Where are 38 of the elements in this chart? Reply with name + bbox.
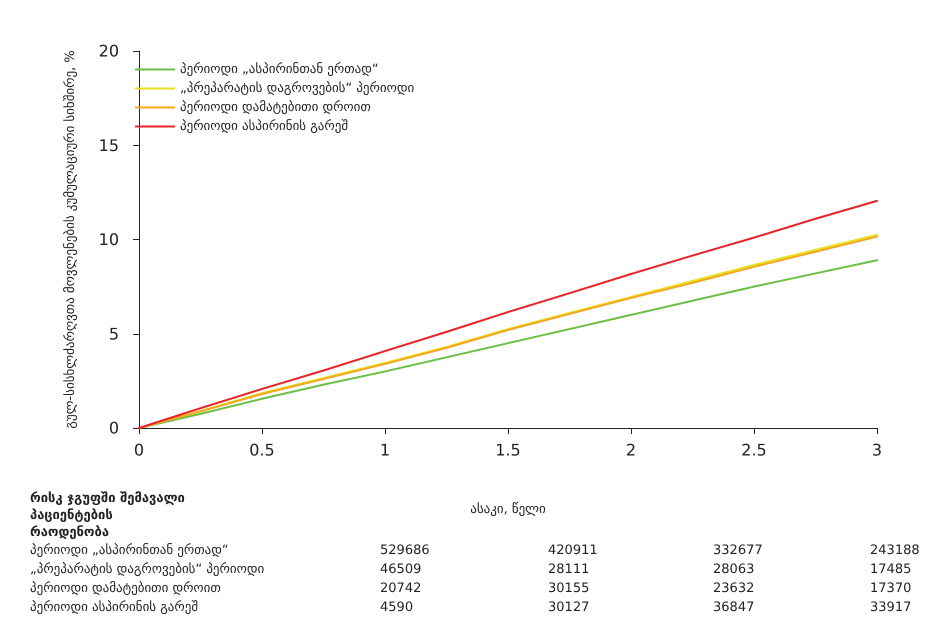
x-tick-label: 0.5	[249, 440, 275, 460]
legend-label: პერიოდი „ასპირინთან ერთად“	[180, 62, 379, 77]
legend-label: პერიოდი ასპირინის გარეშ	[180, 119, 348, 134]
text: 23632	[713, 581, 754, 596]
text: 30155	[548, 581, 590, 596]
x-tick-label: 2	[626, 440, 636, 460]
text: 36847	[713, 600, 754, 615]
text: 17370	[870, 581, 912, 596]
y-tick-label: 15	[98, 136, 119, 155]
x-tick-label: 3	[872, 440, 882, 460]
legend-label: „პრეპარატის დაგროვების“ პერიოდი	[180, 81, 414, 96]
text: 332677	[713, 543, 763, 558]
text: 30127	[548, 600, 590, 615]
text: 529686	[380, 543, 430, 558]
text: 4590	[380, 600, 414, 615]
text: 28111	[548, 562, 590, 577]
text: 46509	[380, 562, 422, 577]
y-axis-title: გულ-სისხლძარღვთა მოვლენების კუმულაციური სიხშირე, %	[63, 50, 78, 429]
y-tick-label: 5	[108, 324, 119, 344]
x-tick-label: 1	[380, 440, 390, 460]
text: პერიოდი ასპირინის გარეშ	[30, 600, 198, 615]
y-tick-label: 10	[98, 230, 119, 249]
x-axis-title: ასაკი, წელი	[470, 502, 546, 517]
text: 243188	[870, 543, 920, 558]
text: 17485	[870, 562, 912, 577]
text: 28063	[713, 562, 754, 577]
x-tick-label: 0	[134, 440, 144, 460]
y-tick-label: 0	[108, 418, 119, 438]
text: პერიოდი „ასპირინთან ერთად“	[30, 543, 229, 558]
text: პერიოდი დამატებითი დროით	[30, 581, 221, 596]
x-tick-label: 2.5	[741, 440, 767, 460]
x-tick-label: 1.5	[495, 440, 521, 460]
text: 420911	[548, 543, 598, 558]
y-tick-label: 20	[98, 42, 119, 60]
text: „პრეპარატის დაგროვების“ პერიოდი	[30, 562, 264, 577]
legend-label: პერიოდი დამატებითი დროით	[180, 100, 371, 115]
text: 33917	[870, 600, 912, 615]
text: 20742	[380, 581, 422, 596]
